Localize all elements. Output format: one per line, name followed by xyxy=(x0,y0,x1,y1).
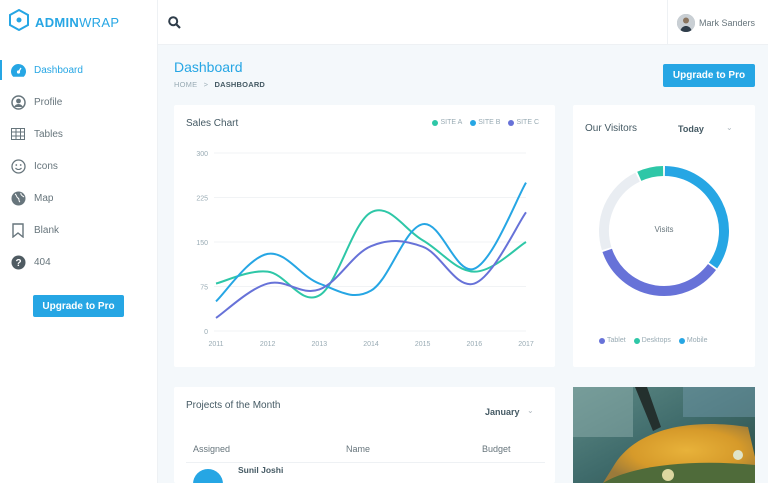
brand-name: ADMINWRAP xyxy=(35,15,120,30)
svg-text:2014: 2014 xyxy=(363,341,379,348)
legend-item-desktops: Desktops xyxy=(633,337,671,344)
svg-text:0: 0 xyxy=(204,329,208,336)
breadcrumb-current: DASHBOARD xyxy=(214,80,266,89)
svg-text:75: 75 xyxy=(200,285,208,292)
search-icon[interactable] xyxy=(168,16,181,34)
svg-text:2012: 2012 xyxy=(260,341,276,348)
user-name: Mark Sanders xyxy=(699,17,756,28)
donut-slice-mobile xyxy=(664,166,729,269)
upgrade-button[interactable]: Upgrade to Pro xyxy=(663,64,755,87)
sidebar-item-label: Icons xyxy=(34,160,58,172)
svg-text:2013: 2013 xyxy=(312,341,328,348)
chevron-down-icon[interactable]: ⌄ xyxy=(527,406,534,415)
sidebar-item-label: Tables xyxy=(34,128,63,140)
user-menu[interactable]: Mark Sanders xyxy=(667,0,768,45)
visitors-legend: Tablet Desktops Mobile xyxy=(591,337,708,344)
projects-title: Projects of the Month xyxy=(186,400,281,411)
avatar xyxy=(193,469,223,483)
featured-image xyxy=(573,387,755,483)
visitors-title: Our Visitors xyxy=(585,123,638,134)
sales-chart-card: Sales Chart SITE A SITE B SITE C 0 75 150 2… xyxy=(174,105,555,367)
bookmark-icon xyxy=(10,222,26,238)
legend-item-tablet: Tablet xyxy=(599,337,626,344)
table-icon xyxy=(10,126,26,142)
topbar: Mark Sanders xyxy=(158,0,768,45)
series-line-site-c xyxy=(215,211,527,319)
chevron-down-icon[interactable]: ⌄ xyxy=(726,123,733,132)
donut-slice-other xyxy=(599,172,640,251)
svg-text:?: ? xyxy=(15,258,21,269)
sidebar-upgrade-button[interactable]: Upgrade to Pro xyxy=(33,295,124,317)
donut-slice-tablet xyxy=(602,248,717,296)
legend-item-site-b: SITE B xyxy=(470,119,500,126)
legend-item-mobile: Mobile xyxy=(678,337,708,344)
sidebar-item-blank[interactable]: Blank xyxy=(0,214,157,246)
svg-text:150: 150 xyxy=(196,240,208,247)
avatar xyxy=(677,13,695,32)
column-header-budget: Budget xyxy=(482,444,511,454)
legend-item-site-c: SITE C xyxy=(508,119,539,126)
svg-text:225: 225 xyxy=(196,196,208,203)
donut-slice-desktops xyxy=(637,166,664,181)
sales-chart-legend: SITE A SITE B SITE C xyxy=(424,119,539,126)
projects-card: Projects of the Month January ⌄ Assigned… xyxy=(174,387,555,483)
user-circle-icon xyxy=(10,94,26,110)
breadcrumb: HOME > DASHBOARD xyxy=(174,80,265,89)
projects-month-dropdown[interactable]: January xyxy=(485,407,520,417)
svg-text:2017: 2017 xyxy=(518,341,534,348)
sidebar-item-dashboard[interactable]: Dashboard xyxy=(0,54,157,86)
svg-text:2011: 2011 xyxy=(208,341,223,348)
visitors-period-dropdown[interactable]: Today xyxy=(678,124,704,134)
sales-chart-title: Sales Chart xyxy=(186,118,239,129)
sidebar-nav: Dashboard Profile Tables Icons Map Blank… xyxy=(0,54,157,278)
series-line-site-b xyxy=(215,182,527,303)
visitors-donut-chart xyxy=(599,166,729,296)
globe-icon xyxy=(10,190,26,206)
svg-text:2016: 2016 xyxy=(467,341,483,348)
sidebar-item-label: Map xyxy=(34,192,54,204)
donut-center-label: Visits xyxy=(654,225,674,234)
legend-item-site-a: SITE A xyxy=(432,119,462,126)
sidebar-item-label: Dashboard xyxy=(34,64,83,76)
page-title: Dashboard xyxy=(174,59,243,75)
sidebar-item-404[interactable]: ? 404 xyxy=(0,246,157,278)
sidebar-item-label: 404 xyxy=(34,256,51,268)
assigned-name: Sunil Joshi xyxy=(238,465,284,475)
series-line-site-a xyxy=(215,209,527,299)
dashboard-icon xyxy=(10,62,26,78)
svg-text:300: 300 xyxy=(196,151,208,158)
help-circle-icon: ? xyxy=(10,254,26,270)
column-header-assigned: Assigned xyxy=(193,444,231,454)
sales-line-chart: 0 75 150 225 300 2011 2012 2013 2014 2015 2016 2017 xyxy=(196,151,534,348)
visitors-card: Our Visitors Today ⌄ Visits Tablet Deskt… xyxy=(573,105,755,367)
logo[interactable]: ADMINWRAP xyxy=(0,0,157,45)
sidebar-item-map[interactable]: Map xyxy=(0,182,157,214)
smiley-icon xyxy=(10,158,26,174)
breadcrumb-separator: > xyxy=(203,80,209,89)
sidebar: ADMINWRAP Dashboard Profile Tables Icons… xyxy=(0,0,158,483)
sidebar-item-label: Profile xyxy=(34,96,63,108)
svg-text:2015: 2015 xyxy=(415,341,431,348)
breadcrumb-home[interactable]: HOME xyxy=(174,80,198,89)
sidebar-item-tables[interactable]: Tables xyxy=(0,118,157,150)
sidebar-item-label: Blank xyxy=(34,224,60,236)
sidebar-item-profile[interactable]: Profile xyxy=(0,86,157,118)
sidebar-item-icons[interactable]: Icons xyxy=(0,150,157,182)
table-divider xyxy=(186,462,545,463)
hexagon-logo-icon xyxy=(9,8,29,36)
column-header-name: Name xyxy=(346,444,371,454)
